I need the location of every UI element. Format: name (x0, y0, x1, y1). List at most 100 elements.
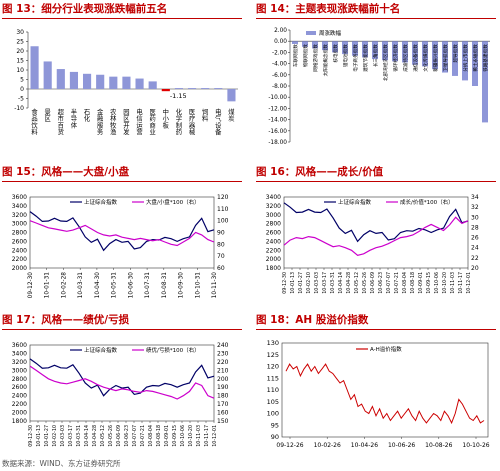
y-left-tick-label: 3600 (12, 342, 27, 349)
y-left-tick-label: 2800 (12, 376, 27, 383)
x-tick-label: 10-03-31 (78, 272, 84, 299)
y-tick-label: 30 (16, 29, 24, 36)
bar (482, 41, 488, 123)
x-tick-label: 10-03-17 (322, 272, 328, 294)
x-tick-label: 10-06-30 (128, 272, 134, 299)
legend-label: 上证综合指数 (84, 198, 118, 206)
x-tick-label: 10-04-14 (84, 425, 90, 447)
bar (109, 76, 118, 89)
bar (312, 41, 318, 49)
category-label: 电信运营 (136, 107, 143, 136)
y-right-tick-label: 60 (217, 265, 225, 272)
x-tick-label: 10-05-12 (100, 425, 106, 447)
y-left-tick-label: 2800 (12, 230, 27, 237)
legend-label: 上证综合指数 (84, 346, 118, 354)
y-right-tick-label: 240 (217, 342, 229, 349)
x-tick-label: 10-08-04 (148, 425, 154, 447)
y-right-tick-label: 80 (217, 241, 225, 248)
y-left-tick-label: 3200 (12, 359, 27, 366)
y-tick-label: 100 (267, 410, 279, 418)
x-tick-label: 10-01-27 (44, 425, 50, 447)
series-line (285, 363, 485, 425)
x-tick-label: 10-08-18 (410, 272, 416, 294)
x-tick-label: 10-12-01 (466, 272, 472, 294)
y-tick-label: 110 (267, 386, 279, 394)
x-tick-label: 10-05-12 (354, 272, 360, 294)
x-tick-label: 09-12-30 (282, 272, 288, 294)
x-tick-label: 10-09-01 (164, 425, 170, 447)
bar (187, 88, 197, 89)
bar (372, 41, 378, 60)
category-label: 建筑节能指数 (362, 44, 369, 72)
category-label: 超市百货 (58, 107, 65, 136)
bar (56, 69, 65, 89)
x-tick-label: 10-04-14 (338, 272, 344, 294)
category-label: 煤炭 (228, 107, 235, 123)
y-tick-label: 0 (20, 86, 24, 93)
y-left-tick-label: 3400 (12, 203, 27, 210)
x-tick-label: 10-10-06 (434, 272, 440, 294)
panel-fig13: 图 13：细分行业表现涨跌幅前五名 30 25 20 15 10 5 0 -5 -10 -1.15… (2, 2, 242, 152)
category-label: 电子商务指数 (352, 44, 359, 72)
x-tick-label: 10-07-21 (394, 272, 400, 294)
y-tick-label: 0.00 (274, 39, 287, 45)
category-label: 半导体 (71, 107, 78, 129)
y-tick-label: 5 (20, 77, 24, 84)
line-chart-fig17: 3600340032003000280026002400220020001800… (12, 342, 229, 447)
x-tick-label: 10-08-26 (425, 442, 452, 449)
x-tick-label: 10-05-26 (362, 272, 368, 294)
category-label: 通信设备指数 (412, 44, 419, 72)
series-line (283, 202, 469, 243)
series-line (29, 365, 215, 400)
x-tick-label: 09-12-30 (28, 272, 34, 299)
y-left-tick-label: 2000 (12, 265, 27, 272)
category-label: 卫星导航指数 (442, 44, 449, 72)
y-right-tick-label: 170 (217, 401, 229, 408)
y-right-tick-label: 100 (217, 218, 229, 225)
y-tick-label: 20 (16, 48, 24, 55)
x-tick-label: 10-12-01 (212, 425, 218, 447)
y-tick-label: 15 (16, 58, 24, 65)
y-right-tick-label: 220 (217, 359, 229, 366)
legend-label: 上证综合指数 (338, 198, 372, 206)
y-tick-label: -5 (18, 96, 24, 103)
x-tick-label: 10-02-28 (61, 272, 67, 299)
y-left-tick-label: 1800 (266, 265, 281, 272)
title-rule (256, 329, 496, 330)
y-tick-label: -6.00 (272, 73, 287, 79)
y-left-tick-label: 2400 (12, 247, 27, 254)
x-tick-label: 10-11-17 (204, 425, 210, 447)
bar (148, 81, 157, 89)
bar (472, 41, 478, 86)
category-label: 化学制药 (176, 107, 183, 136)
category-label: 金融服务 (97, 107, 104, 136)
y-tick-label: -12.00 (268, 106, 287, 112)
bar (392, 41, 398, 62)
legend-label: 周涨跌幅 (319, 29, 342, 37)
category-label: 太阳能概念指数 (322, 44, 329, 77)
plot-frame (283, 196, 469, 269)
x-tick-label: 10-03-31 (330, 272, 336, 294)
y-right-tick-label: 32 (471, 204, 479, 211)
chart-title: 图 18：AH 股溢价指数 (256, 314, 369, 326)
bar-chart-fig14: 2.00 0.00 -2.00 -4.00 -6.00 -8.00 -10.00 -12.00… (268, 28, 490, 146)
bar (452, 41, 458, 76)
x-tick-label: 09-12-26 (276, 442, 303, 449)
plot-frame (29, 344, 215, 422)
y-tick-label: 130 (267, 339, 279, 347)
chart-title: 图 14：主题表现涨跌幅前十名 (256, 3, 401, 15)
category-label: 文化传媒指数 (422, 44, 429, 72)
x-tick-label: 10-06-09 (116, 425, 122, 447)
x-tick-label: 10-11-30 (212, 272, 218, 299)
x-tick-label: 09-12-30 (28, 425, 34, 447)
y-left-tick-label: 2600 (12, 238, 27, 245)
bar (227, 89, 236, 102)
y-tick-label: -2.00 (272, 50, 287, 56)
legend-swatch (306, 31, 316, 35)
y-left-tick-label: 2200 (266, 247, 281, 254)
bar (135, 78, 144, 89)
y-tick-label: 90 (271, 433, 279, 441)
x-tick-label: 10-10-20 (188, 425, 194, 447)
legend-label: 绩优/亏损*100（右） (146, 346, 200, 354)
